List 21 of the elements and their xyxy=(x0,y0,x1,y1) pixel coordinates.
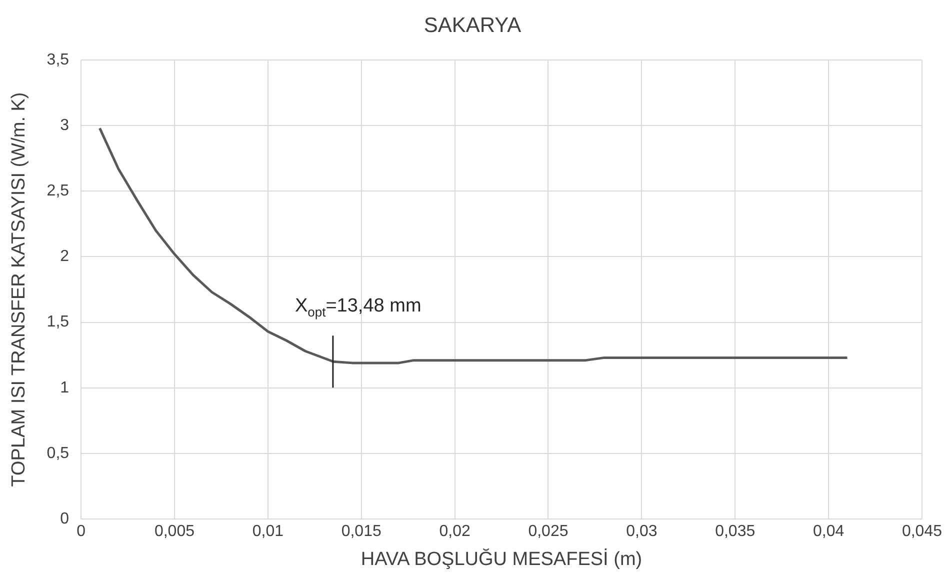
x-tick-label: 0,04 xyxy=(812,523,844,540)
y-tick-label: 3,5 xyxy=(46,51,70,68)
x-axis-title: HAVA BOŞLUĞU MESAFESİ (m) xyxy=(360,548,642,570)
y-tick-label: 3 xyxy=(60,116,70,134)
y-tick-label: 1,5 xyxy=(46,314,70,331)
x-tick-label: 0,01 xyxy=(252,523,284,540)
x-tick-label: 0 xyxy=(76,523,86,540)
x-tick-label: 0,02 xyxy=(439,523,470,540)
chart-title: SAKARYA xyxy=(422,14,522,38)
x-tick-label: 0,025 xyxy=(528,523,568,540)
x-tick-label: 0,045 xyxy=(902,523,942,540)
x-tick-label: 0,005 xyxy=(154,523,195,540)
y-tick-label: 1 xyxy=(60,379,70,396)
y-axis-title: TOPLAM ISI TRANSFER KATSAYISI (W/m. K) xyxy=(8,92,30,487)
y-tick-label: 0 xyxy=(60,510,70,528)
x-tick-label: 0,015 xyxy=(341,523,382,540)
y-tick-label: 2,5 xyxy=(46,182,70,200)
y-tick-label: 0,5 xyxy=(46,444,70,462)
y-tick-label: 2 xyxy=(60,248,70,266)
x-tick-label: 0,03 xyxy=(626,523,658,540)
x-tick-label: 0,035 xyxy=(715,523,756,540)
